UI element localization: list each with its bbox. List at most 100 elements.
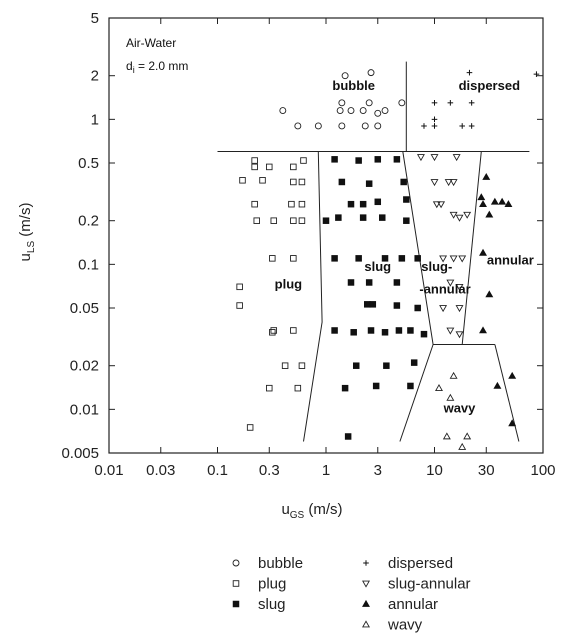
point-slug: [420, 330, 428, 338]
point-plug: [259, 177, 266, 184]
x-tick-label: 0.1: [207, 462, 228, 479]
point-bubble: [359, 107, 367, 114]
point-slug: [393, 279, 401, 286]
point-annular: [479, 326, 487, 334]
y-tick-label: 0.5: [78, 155, 99, 172]
point-slug-annular: [439, 305, 448, 313]
point-slug: [359, 200, 367, 208]
point-slug-annular: [446, 279, 455, 287]
point-annular: [493, 381, 502, 389]
point-plug: [269, 255, 276, 262]
annotation-block: Air-Water di = 2.0 mm: [126, 36, 188, 75]
x-tick-label: 0.01: [94, 462, 123, 479]
point-annular: [508, 371, 517, 379]
point-annular: [485, 210, 494, 218]
point-plug: [290, 178, 297, 186]
point-annular: [485, 290, 494, 298]
legend-marker-bubble: [232, 559, 240, 567]
point-annular: [490, 197, 499, 205]
point-slug: [414, 255, 421, 262]
legend-label-bubble: bubble: [258, 555, 303, 572]
y-tick-label: 0.05: [70, 300, 99, 317]
legend-label-plug: plug: [258, 576, 286, 593]
region-label-slug: slug-: [421, 259, 452, 274]
point-slug: [350, 329, 357, 336]
point-bubble: [336, 107, 344, 114]
point-bubble: [361, 122, 369, 130]
y-tick-label: 0.02: [70, 358, 99, 375]
region-label-wavy: wavy: [443, 401, 477, 416]
data-markers: [236, 69, 540, 450]
point-bubble: [367, 69, 375, 77]
point-slug: [347, 279, 355, 286]
point-plug: [300, 157, 307, 164]
point-slug: [379, 214, 386, 221]
point-slug: [364, 301, 371, 308]
point-slug: [393, 156, 401, 163]
point-dispersed: [468, 123, 475, 129]
point-plug: [290, 255, 297, 262]
point-wavy: [442, 432, 451, 440]
point-slug-annular: [463, 211, 472, 219]
x-tick-label: 10: [426, 462, 443, 479]
point-bubble: [279, 107, 287, 114]
point-slug-annular: [458, 255, 467, 263]
x-tick-label: 1: [322, 462, 330, 479]
point-dispersed: [459, 123, 465, 129]
boundary-wavy-right: [494, 344, 520, 442]
point-slug-annular: [439, 255, 448, 263]
point-plug: [290, 327, 297, 334]
point-slug: [355, 255, 362, 262]
point-bubble: [338, 122, 346, 130]
y-tick-label: 1: [91, 111, 99, 128]
point-dispersed: [447, 100, 454, 106]
y-tick-label: 0.2: [78, 213, 99, 230]
point-slug: [403, 196, 410, 203]
boundary-slug-slugannular: [399, 151, 434, 442]
point-slug: [331, 255, 338, 262]
annotation-fluid: Air-Water: [126, 36, 176, 50]
legend-label-slug-annular: slug-annular: [388, 576, 471, 593]
point-slug: [369, 301, 377, 308]
point-plug: [298, 178, 306, 186]
point-bubble: [341, 72, 349, 80]
x-tick-label: 0.03: [146, 462, 175, 479]
legend: bubble plug slug dispersed slug-annular annul…: [232, 555, 471, 634]
point-slug: [383, 362, 390, 369]
region-labels: bubble dispersed plug slug slug- -annular annu…: [275, 78, 534, 416]
region-label-plug: plug: [275, 277, 302, 292]
annotation-diameter: di = 2.0 mm: [126, 59, 188, 75]
y-axis-label: uLS (m/s): [17, 203, 37, 262]
point-slug-annular: [455, 305, 464, 313]
point-slug: [372, 382, 380, 390]
legend-marker-wavy: [362, 620, 370, 628]
legend-marker-slug: [232, 600, 240, 608]
point-dispersed: [468, 100, 475, 106]
point-annular: [508, 419, 517, 427]
point-slug: [331, 327, 338, 334]
point-plug: [251, 163, 258, 171]
point-bubble: [381, 107, 389, 114]
legend-label-slug: slug: [258, 596, 286, 613]
region-label-annular: annular: [487, 252, 534, 267]
point-annular: [479, 248, 487, 256]
point-plug: [288, 200, 295, 208]
boundary-plug-slug: [303, 151, 323, 442]
region-label-annular: -annular: [419, 281, 470, 296]
point-annular: [479, 200, 487, 208]
point-plug: [290, 217, 297, 224]
point-slug: [414, 304, 421, 312]
point-annular: [498, 197, 507, 205]
point-plug: [266, 163, 273, 171]
point-bubble: [365, 99, 373, 107]
point-slug: [403, 217, 410, 224]
point-slug: [365, 279, 373, 286]
point-slug-annular: [432, 201, 441, 209]
point-slug: [381, 255, 389, 262]
point-annular: [504, 200, 513, 208]
point-slug-annular: [416, 154, 425, 162]
point-slug-annular: [446, 327, 455, 335]
legend-marker-annular: [362, 599, 370, 607]
point-slug: [367, 327, 375, 334]
legend-label-annular: annular: [388, 596, 438, 613]
